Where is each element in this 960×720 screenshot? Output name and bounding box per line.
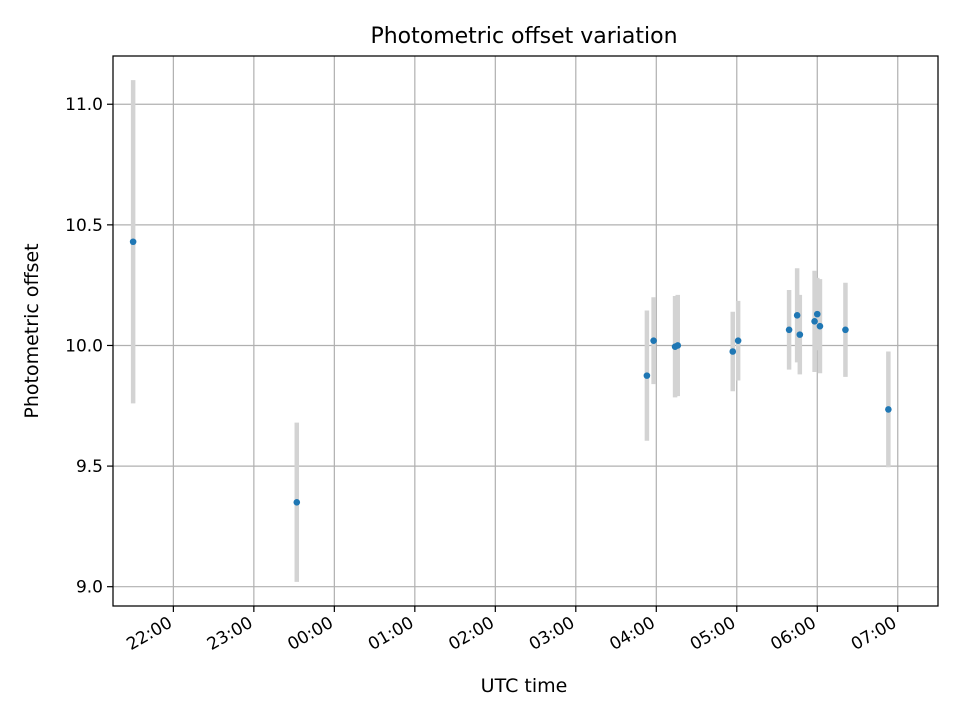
data-point — [796, 331, 804, 338]
error-bars — [130, 80, 891, 582]
x-tick-label: 03:00 — [526, 613, 578, 655]
data-point — [293, 498, 301, 506]
data-point — [842, 326, 849, 334]
x-tick-label: 02:00 — [445, 613, 497, 655]
x-tick-label: 04:00 — [606, 613, 658, 655]
data-points — [129, 238, 892, 506]
y-tick-label: 11.0 — [65, 95, 103, 115]
y-axis-label: Photometric offset — [21, 243, 43, 418]
x-tick-label: 07:00 — [848, 613, 900, 655]
x-tick-label: 23:00 — [204, 613, 256, 655]
x-tick-label: 06:00 — [767, 613, 819, 655]
data-point — [129, 238, 137, 246]
data-point — [643, 372, 651, 379]
x-tick-label: 00:00 — [284, 613, 336, 655]
y-tick-label: 10.5 — [65, 216, 103, 236]
y-tick-label: 9.0 — [76, 578, 103, 598]
y-axis-ticks: 9.0 9.5 10.0 10.5 11.0 — [65, 95, 113, 598]
x-axis-ticks: 22:00 23:00 00:00 01:00 02:00 03:00 04:00 05:00… — [123, 606, 900, 655]
data-point — [674, 342, 682, 349]
plot-frame — [112, 55, 939, 607]
x-tick-label: 01:00 — [365, 613, 417, 655]
chart-title: Photometric offset variation — [370, 24, 677, 49]
x-tick-label: 22:00 — [123, 613, 175, 655]
y-tick-label: 9.5 — [76, 457, 103, 477]
y-tick-label: 10.0 — [65, 336, 103, 356]
data-point — [650, 337, 657, 344]
data-point — [813, 310, 821, 318]
data-point — [885, 406, 892, 413]
x-axis-label: UTC time — [481, 675, 568, 697]
data-point — [785, 326, 793, 334]
data-point — [734, 337, 742, 344]
data-point — [793, 312, 801, 319]
data-point — [811, 318, 818, 325]
data-point — [816, 322, 824, 330]
data-point — [729, 348, 737, 355]
x-tick-label: 05:00 — [687, 613, 739, 655]
